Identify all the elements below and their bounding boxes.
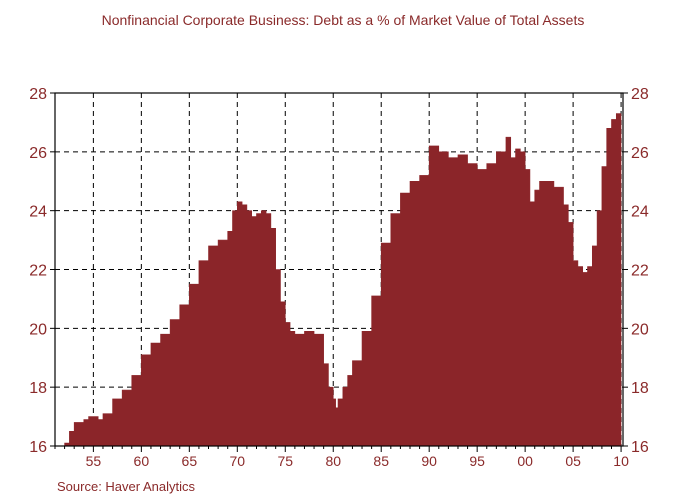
x-tick-label: 55 (86, 453, 102, 469)
x-tick-label: 65 (182, 453, 198, 469)
x-tick-label: 10 (613, 453, 629, 469)
x-tick-label: 75 (277, 453, 293, 469)
y-tick-label: 20 (631, 321, 649, 338)
x-tick-label: 00 (517, 453, 533, 469)
y-tick-label: 28 (29, 86, 47, 103)
y-tick-label: 18 (29, 380, 47, 397)
y-tick-label: 22 (631, 263, 649, 280)
y-tick-label: 28 (631, 86, 649, 103)
x-tick-label: 90 (421, 453, 437, 469)
x-tick-label: 95 (469, 453, 485, 469)
y-tick-label: 24 (29, 204, 47, 221)
y-tick-label: 26 (631, 145, 649, 162)
y-tick-label: 22 (29, 263, 47, 280)
y-tick-label: 26 (29, 145, 47, 162)
x-tick-label: 85 (373, 453, 389, 469)
chart-title: Nonfinancial Corporate Business: Debt as… (102, 12, 585, 28)
data-area (64, 113, 622, 447)
y-tick-label: 20 (29, 321, 47, 338)
x-tick-label: 70 (230, 453, 246, 469)
y-tick-label: 16 (631, 439, 649, 456)
y-axis-right: 16 18 20 22 24 26 28 (623, 86, 649, 456)
source-note: Source: Haver Analytics (57, 479, 196, 494)
y-tick-label: 24 (631, 204, 649, 221)
x-tick-label: 05 (565, 453, 581, 469)
y-tick-label: 16 (29, 439, 47, 456)
x-axis: 55 60 65 70 75 80 85 90 95 00 05 10 (54, 446, 629, 469)
y-tick-label: 18 (631, 380, 649, 397)
x-tick-label: 80 (325, 453, 341, 469)
y-axis-left: 16 18 20 22 24 26 28 (29, 86, 55, 456)
x-tick-label: 60 (134, 453, 150, 469)
series-area (64, 113, 622, 447)
